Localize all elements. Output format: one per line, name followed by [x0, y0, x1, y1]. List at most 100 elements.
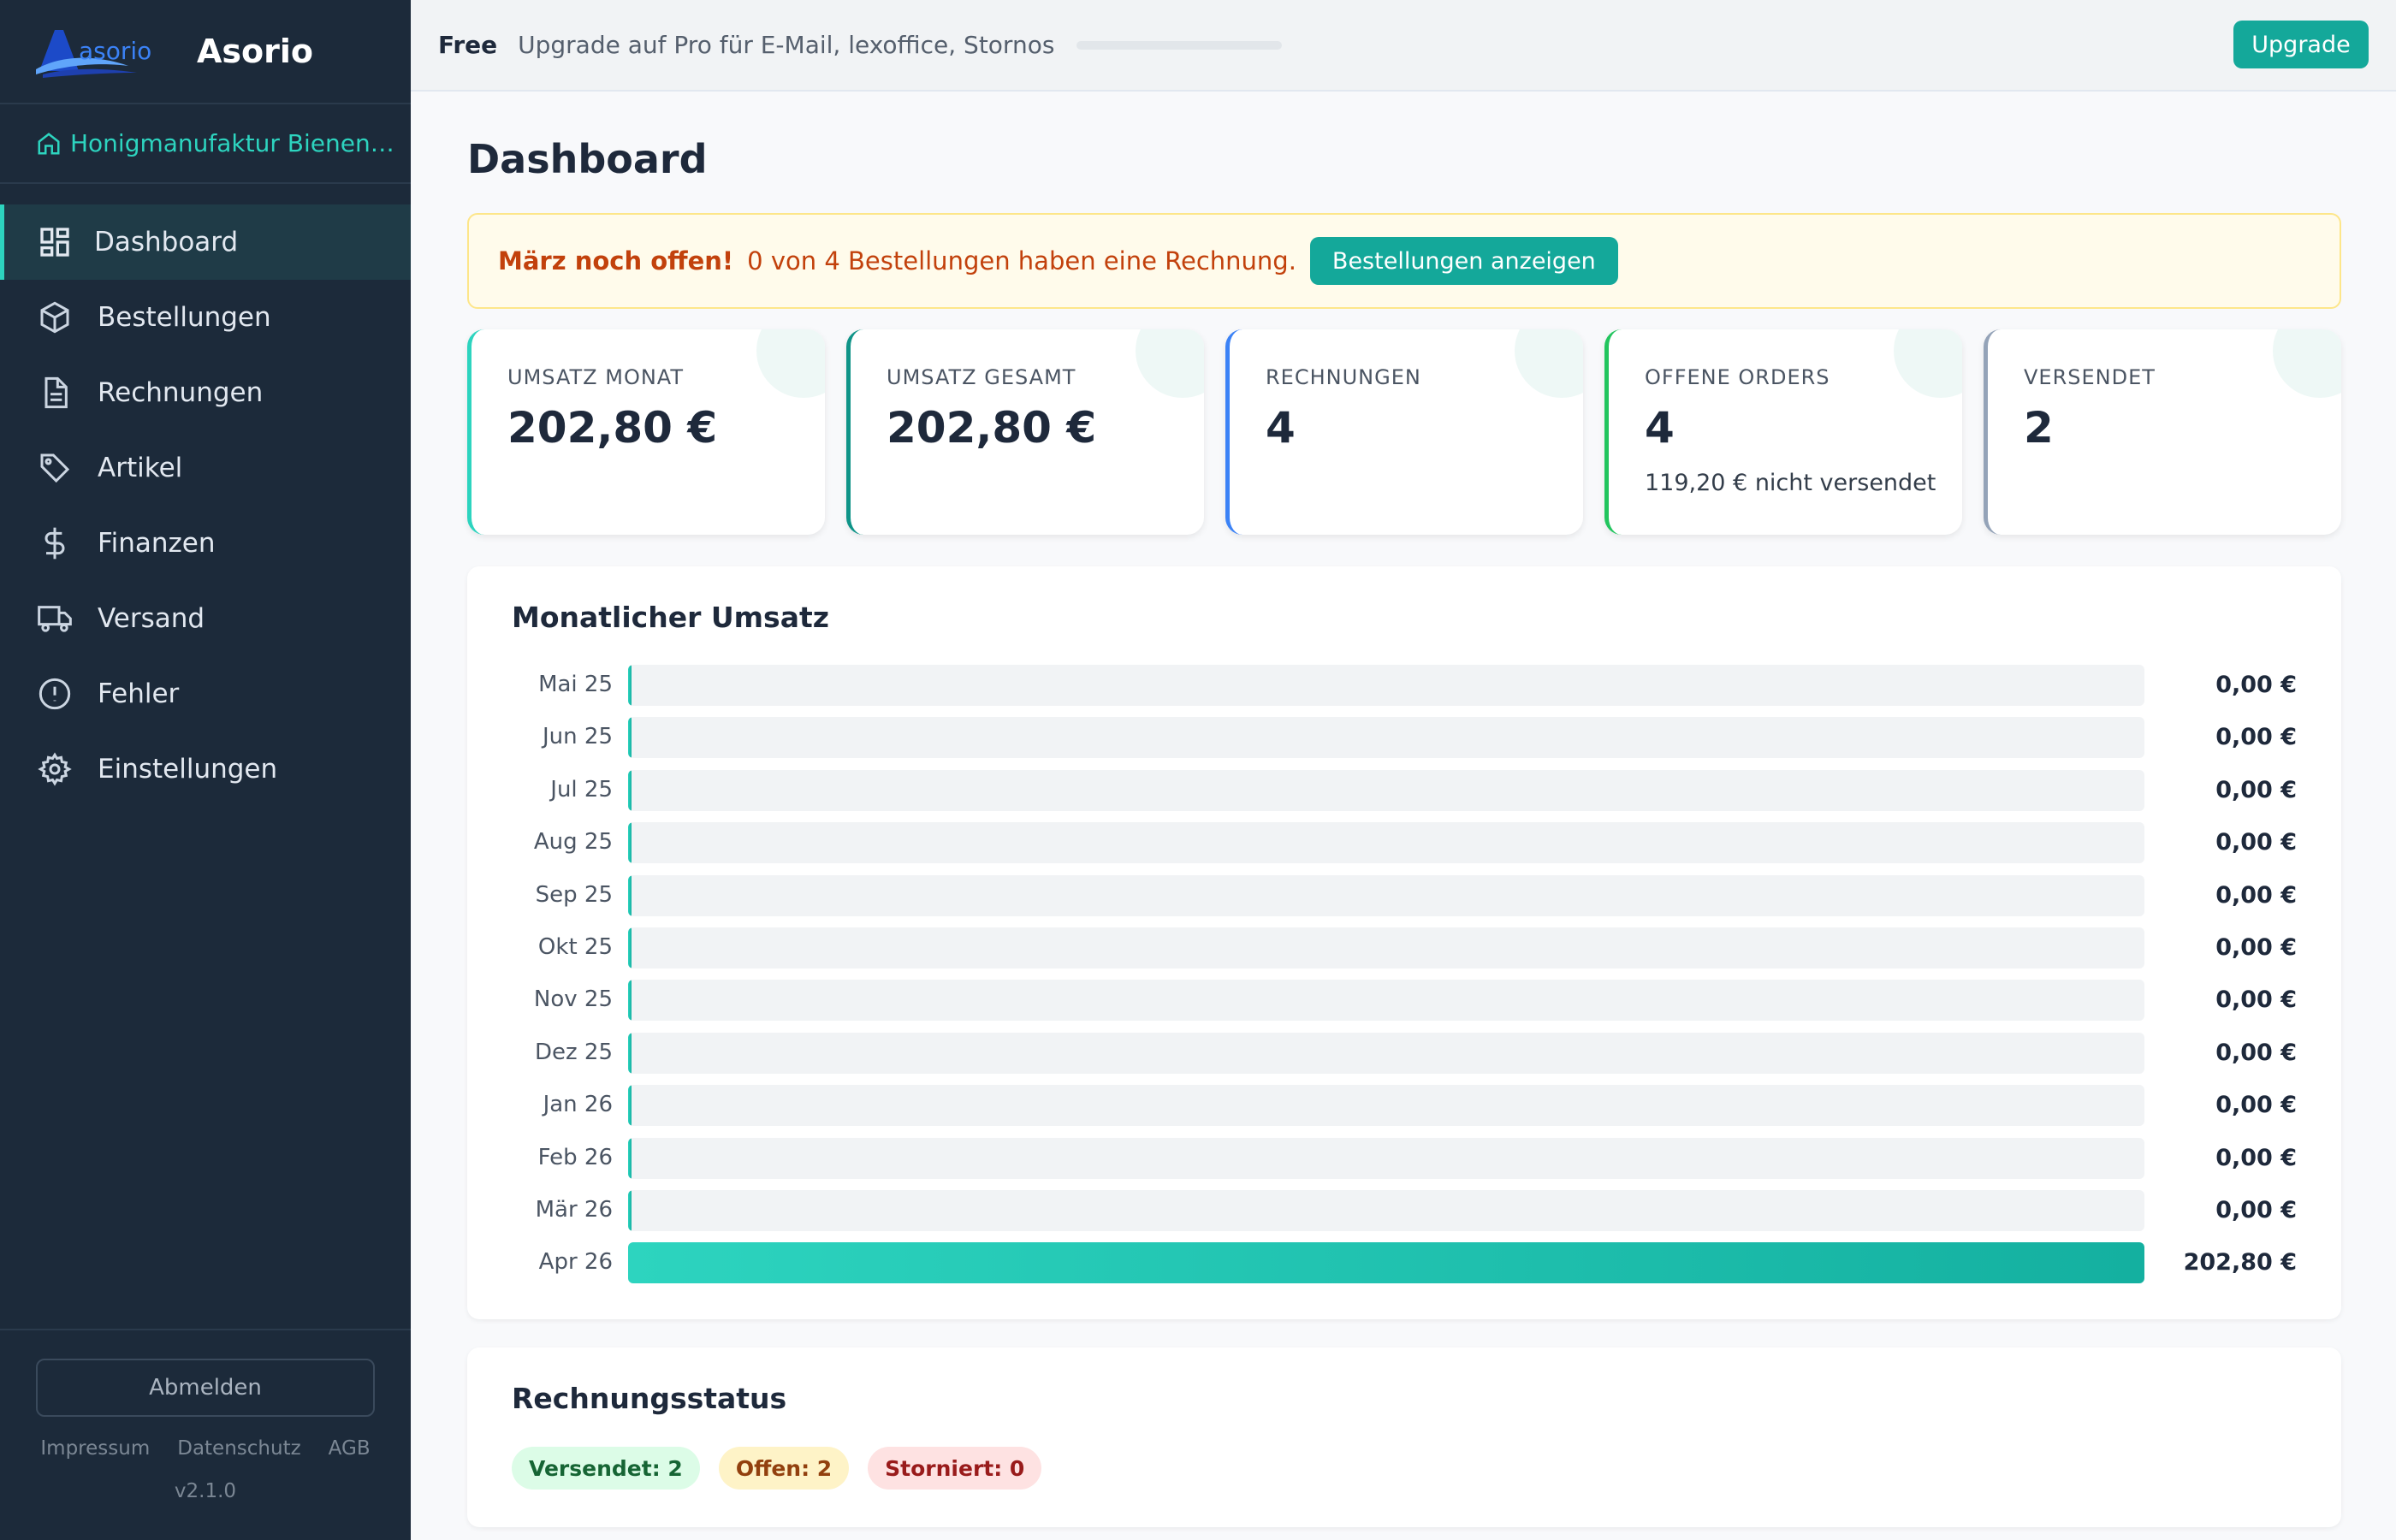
bar-category-label: Feb 26	[537, 1144, 613, 1170]
nav-label: Dashboard	[94, 227, 239, 258]
nav-item-rechnungen[interactable]: Rechnungen	[0, 355, 411, 430]
bar-row: Jul 25 0,00 €	[467, 769, 2341, 811]
bar-value-label: 0,00 €	[2215, 934, 2297, 961]
document-icon	[44, 376, 68, 409]
logout-button[interactable]: Abmelden	[36, 1359, 375, 1417]
bar-row: Okt 25 0,00 €	[467, 927, 2341, 968]
bar-value-label: 0,00 €	[2215, 1197, 2297, 1223]
bar-category-label: Sep 25	[535, 881, 613, 908]
bar-track	[628, 665, 2144, 706]
nav-label: Artikel	[98, 453, 183, 483]
bar-category-label: Jun 25	[543, 724, 613, 750]
bar-track	[628, 717, 2144, 759]
bar-category-label: Mai 25	[538, 672, 613, 697]
invoice-alert: März noch offen! 0 von 4 Bestellungen ha…	[467, 213, 2341, 309]
sidebar: asorio Asorio Honigmanufaktur Bienenglüc…	[0, 0, 411, 1540]
company-selector[interactable]: Honigmanufaktur Bienenglück	[0, 104, 411, 184]
bar-category-label: Aug 25	[533, 829, 613, 856]
home-icon	[38, 132, 60, 154]
bar-track	[628, 1032, 2144, 1074]
footer-link-datenschutz[interactable]: Datenschutz	[177, 1437, 301, 1460]
nav-label: Fehler	[98, 678, 180, 709]
nav-item-finanzen[interactable]: Finanzen	[0, 506, 411, 581]
kpi-card-versendet: VERSENDET 2	[1984, 329, 2341, 535]
kpi-card-umsatz-gesamt: UMSATZ GESAMT 202,80 €	[846, 329, 1204, 535]
kpi-cards: UMSATZ MONAT 202,80 € UMSATZ GESAMT 202,…	[467, 329, 2341, 535]
status-badge-storniert: Storniert: 0	[868, 1447, 1042, 1490]
page-title: Dashboard	[467, 136, 708, 182]
bar	[628, 874, 632, 916]
status-badge-offen: Offen: 2	[718, 1447, 850, 1490]
alert-circle-icon	[39, 678, 71, 710]
bar	[628, 927, 632, 968]
bar-category-label: Nov 25	[533, 986, 613, 1013]
tag-icon	[40, 453, 70, 483]
bar	[628, 1085, 632, 1127]
card-decoration	[2273, 329, 2341, 398]
nav-item-einstellungen[interactable]: Einstellungen	[0, 732, 411, 807]
bar-category-label: Okt 25	[537, 934, 613, 960]
bar-value-label: 0,00 €	[2215, 776, 2297, 803]
bar-value-label: 0,00 €	[2215, 724, 2297, 751]
upgrade-text: Upgrade auf Pro für E-Mail, lexoffice, S…	[518, 31, 1055, 59]
bar-row: Dez 25 0,00 €	[467, 1032, 2341, 1074]
bar	[628, 665, 632, 706]
top-bar: Free Upgrade auf Pro für E-Mail, lexoffi…	[411, 0, 2396, 92]
bar-row: Sep 25 0,00 €	[467, 874, 2341, 916]
bar-category-label: Jan 26	[543, 1092, 613, 1118]
nav-item-bestellungen[interactable]: Bestellungen	[0, 280, 411, 355]
gear-icon	[38, 752, 72, 786]
bar-row: Aug 25 0,00 €	[467, 822, 2341, 864]
company-name: Honigmanufaktur Bienenglück	[70, 129, 404, 157]
dollar-icon	[44, 527, 65, 560]
upgrade-button[interactable]: Upgrade	[2233, 21, 2369, 68]
svg-text:asorio: asorio	[79, 37, 151, 65]
kpi-card-umsatz-monat: UMSATZ MONAT 202,80 €	[467, 329, 825, 535]
bar-category-label: Jul 25	[550, 776, 613, 803]
bar-track	[628, 874, 2144, 916]
alert-message: 0 von 4 Bestellungen haben eine Rechnung…	[747, 246, 1296, 275]
bar-track	[628, 980, 2144, 1022]
invoice-status-panel: Rechnungsstatus Versendet: 2 Offen: 2 St…	[467, 1348, 2341, 1527]
nav-label: Finanzen	[98, 528, 216, 559]
bar-category-label: Dez 25	[534, 1039, 613, 1065]
bar	[628, 1032, 632, 1074]
bar-value-label: 0,00 €	[2215, 1039, 2297, 1066]
bar-value-label: 0,00 €	[2215, 1092, 2297, 1119]
card-decoration	[756, 329, 825, 398]
bar-track	[628, 1242, 2144, 1284]
bar-track	[628, 1190, 2144, 1231]
nav-label: Versand	[98, 603, 205, 634]
card-label: VERSENDET	[2024, 365, 2156, 389]
bar-value-label: 0,00 €	[2215, 672, 2297, 698]
bar	[628, 769, 632, 811]
nav-item-fehler[interactable]: Fehler	[0, 656, 411, 732]
nav-item-dashboard[interactable]: Dashboard	[0, 204, 411, 280]
bar-row: Mai 25 0,00 €	[467, 665, 2341, 706]
footer-link-impressum[interactable]: Impressum	[40, 1437, 151, 1460]
bar	[628, 1242, 2144, 1284]
bar-row: Nov 25 0,00 €	[467, 980, 2341, 1022]
card-label: OFFENE ORDERS	[1645, 365, 1830, 389]
footer-links: Impressum Datenschutz AGB	[0, 1437, 411, 1460]
card-value: 4	[1266, 403, 1296, 453]
monthly-revenue-panel: Monatlicher Umsatz Mai 25 0,00 € Jun 25 0,0…	[467, 566, 2341, 1319]
card-label: UMSATZ GESAMT	[887, 365, 1076, 389]
truck-icon	[38, 606, 72, 632]
panel-title: Rechnungsstatus	[512, 1382, 787, 1415]
card-value: 4	[1645, 403, 1675, 453]
bar-track	[628, 1085, 2144, 1127]
nav-item-versand[interactable]: Versand	[0, 581, 411, 656]
show-orders-button[interactable]: Bestellungen anzeigen	[1309, 237, 1618, 285]
card-value: 202,80 €	[507, 403, 718, 453]
nav-label: Bestellungen	[98, 302, 271, 333]
brand[interactable]: asorio Asorio	[0, 0, 411, 104]
footer-link-agb[interactable]: AGB	[328, 1437, 371, 1460]
nav-item-artikel[interactable]: Artikel	[0, 430, 411, 506]
bar-track	[628, 822, 2144, 864]
status-badge-versendet: Versendet: 2	[512, 1447, 700, 1490]
bar-value-label: 0,00 €	[2215, 986, 2297, 1014]
bar	[628, 1137, 632, 1179]
card-decoration	[1515, 329, 1583, 398]
bar-row: Mär 26 0,00 €	[467, 1190, 2341, 1231]
